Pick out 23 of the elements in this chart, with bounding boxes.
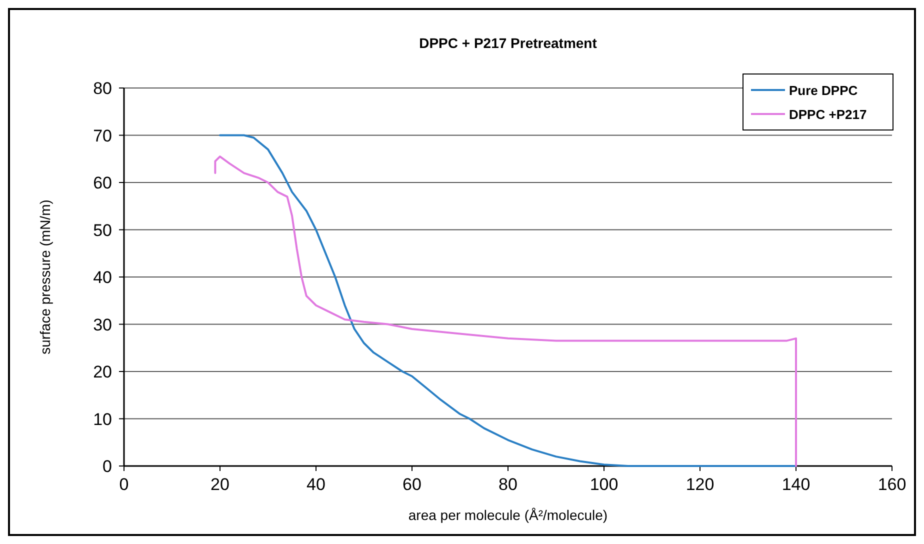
x-tick-label: 160 [878, 475, 906, 494]
y-tick-label: 0 [102, 457, 112, 476]
x-axis-title: area per molecule (Å²/molecule) [408, 507, 608, 523]
x-tick-label: 40 [306, 475, 326, 494]
chart-title: DPPC + P217 Pretreatment [419, 35, 598, 51]
x-tick-label: 20 [210, 475, 230, 494]
x-tick-label: 0 [119, 475, 129, 494]
y-tick-label: 20 [93, 362, 112, 382]
x-tick-label: 100 [590, 475, 618, 494]
y-tick-label: 50 [93, 220, 112, 240]
legend-label: Pure DPPC [789, 83, 858, 98]
y-tick-label: 30 [93, 315, 112, 334]
legend-label: DPPC +P217 [789, 107, 867, 122]
y-tick-label: 60 [93, 174, 112, 192]
x-tick-label: 140 [782, 475, 810, 494]
y-axis-title: surface pressure (mN/m) [37, 200, 53, 354]
y-tick-label: 40 [93, 268, 112, 287]
x-tick-label: 80 [498, 475, 518, 494]
y-tick-label: 70 [93, 126, 112, 146]
y-tick-label: 80 [93, 79, 112, 98]
y-tick-label: 10 [93, 410, 112, 429]
x-tick-label: 60 [402, 475, 422, 494]
x-tick-label: 120 [686, 475, 714, 494]
